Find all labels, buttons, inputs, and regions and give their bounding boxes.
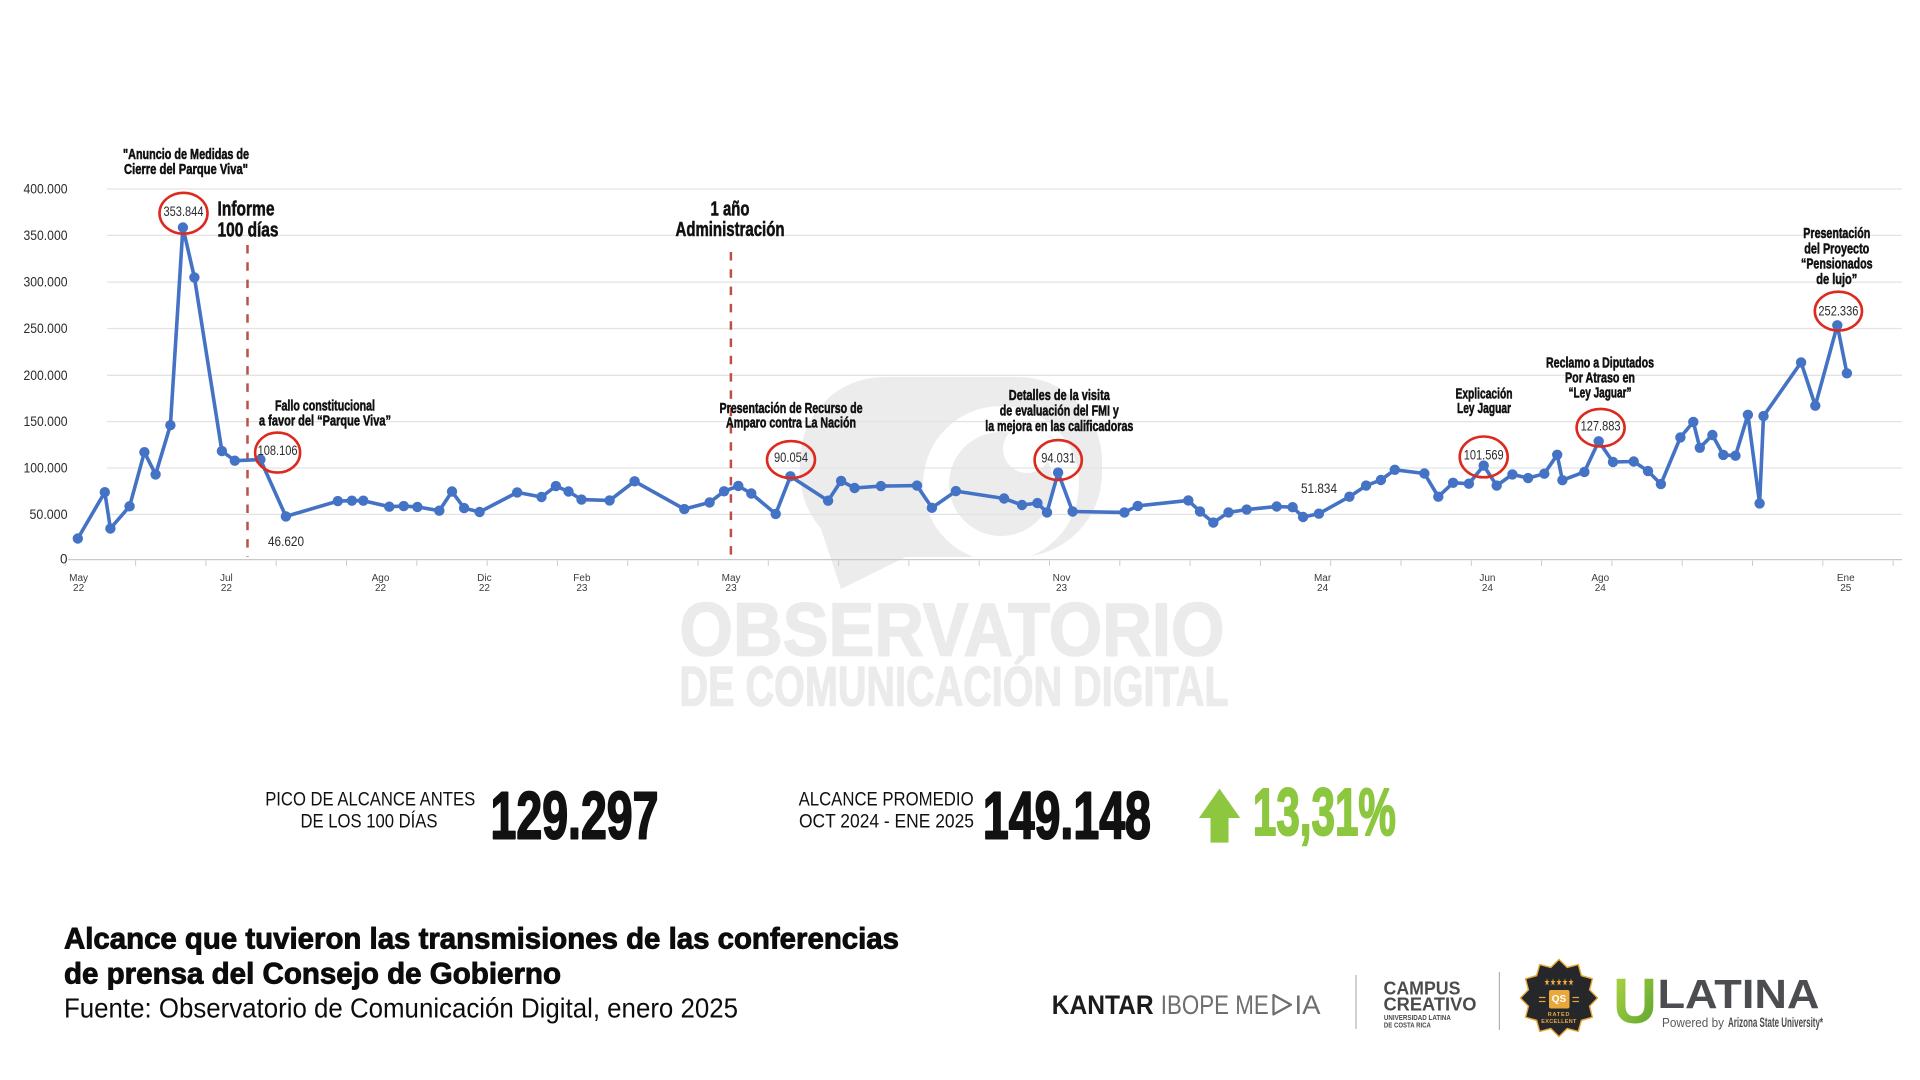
svg-text:Reclamo a Diputados: Reclamo a Diputados bbox=[1546, 355, 1654, 372]
svg-text:Informe: Informe bbox=[218, 199, 275, 221]
svg-text:51.834: 51.834 bbox=[1301, 481, 1337, 496]
svg-text:Administración: Administración bbox=[676, 219, 785, 241]
svg-text:Fuente: Observatorio de Comuni: Fuente: Observatorio de Comunicación Dig… bbox=[64, 993, 738, 1024]
svg-text:90.054: 90.054 bbox=[774, 450, 808, 465]
svg-text:Jun: Jun bbox=[1479, 573, 1495, 584]
svg-text:QS: QS bbox=[1552, 994, 1567, 1005]
svg-text:DE LOS 100 DÍAS: DE LOS 100 DÍAS bbox=[301, 810, 438, 833]
svg-text:Presentación: Presentación bbox=[1803, 225, 1870, 242]
svg-text:KANTAR: KANTAR bbox=[1052, 990, 1154, 1020]
svg-text:129.297: 129.297 bbox=[491, 779, 659, 854]
svg-text:DE COMUNICACIÓN DIGITAL: DE COMUNICACIÓN DIGITAL bbox=[680, 655, 1229, 718]
svg-text:Arizona State University*: Arizona State University* bbox=[1728, 1014, 1823, 1030]
svg-text:127.883: 127.883 bbox=[1581, 419, 1621, 434]
svg-text:del Proyecto: del Proyecto bbox=[1804, 240, 1869, 257]
svg-text:350.000: 350.000 bbox=[24, 228, 68, 243]
svg-text:22: 22 bbox=[375, 583, 387, 594]
svg-text:de lujo”: de lujo” bbox=[1816, 271, 1857, 288]
svg-text:Mar: Mar bbox=[1314, 573, 1332, 584]
svg-text:de evaluación del FMI y: de evaluación del FMI y bbox=[1000, 403, 1119, 420]
svg-text:Detalles de la visita: Detalles de la visita bbox=[1009, 387, 1110, 404]
svg-text:DE COSTA RICA: DE COSTA RICA bbox=[1384, 1020, 1431, 1029]
svg-text:22: 22 bbox=[479, 583, 491, 594]
svg-text:0: 0 bbox=[60, 551, 68, 566]
svg-text:1 año: 1 año bbox=[711, 199, 750, 221]
svg-text:Alcance que tuvieron las trans: Alcance que tuvieron las transmisiones d… bbox=[64, 923, 899, 956]
svg-text:24: 24 bbox=[1317, 583, 1329, 594]
svg-text:13,31%: 13,31% bbox=[1253, 775, 1396, 850]
svg-text:50.000: 50.000 bbox=[30, 507, 68, 522]
svg-text:100.000: 100.000 bbox=[24, 461, 68, 476]
svg-text:a favor del “Parque Viva”: a favor del “Parque Viva” bbox=[259, 413, 391, 430]
svg-text:Feb: Feb bbox=[573, 573, 591, 584]
svg-text:252.336: 252.336 bbox=[1818, 304, 1858, 319]
svg-text:OBSERVATORIO: OBSERVATORIO bbox=[680, 588, 1225, 672]
svg-text:May: May bbox=[69, 573, 88, 584]
svg-text:IA: IA bbox=[1295, 990, 1321, 1020]
svg-text:46.620: 46.620 bbox=[268, 534, 304, 549]
svg-text:RATED: RATED bbox=[1548, 1012, 1571, 1018]
svg-text:Nov: Nov bbox=[1053, 573, 1071, 584]
svg-text:300.000: 300.000 bbox=[24, 275, 68, 290]
svg-text:Presentación de Recurso de: Presentación de Recurso de bbox=[720, 400, 863, 417]
svg-text:Por Atraso en: Por Atraso en bbox=[1565, 370, 1635, 387]
svg-text:Dic: Dic bbox=[477, 573, 491, 584]
svg-text:IBOPE ME: IBOPE ME bbox=[1161, 990, 1269, 1020]
svg-text:EXCELLENT: EXCELLENT bbox=[1541, 1019, 1577, 1025]
svg-text:108.106: 108.106 bbox=[258, 443, 298, 458]
svg-text:Powered by: Powered by bbox=[1662, 1016, 1725, 1030]
svg-text:100 días: 100 días bbox=[218, 220, 279, 242]
svg-text:LATINA: LATINA bbox=[1658, 971, 1820, 1017]
svg-text:200.000: 200.000 bbox=[24, 368, 68, 383]
svg-text:CAMPUS: CAMPUS bbox=[1384, 979, 1461, 999]
svg-text:250.000: 250.000 bbox=[24, 321, 68, 336]
svg-text:101.569: 101.569 bbox=[1464, 448, 1504, 463]
svg-text:★★★★★: ★★★★★ bbox=[1544, 978, 1574, 989]
svg-text:150.000: 150.000 bbox=[24, 414, 68, 429]
svg-text:UNIVERSIDAD LATINA: UNIVERSIDAD LATINA bbox=[1384, 1013, 1451, 1022]
svg-text:353.844: 353.844 bbox=[164, 204, 204, 219]
svg-text:ALCANCE PROMEDIO: ALCANCE PROMEDIO bbox=[799, 788, 974, 810]
svg-text:Ago: Ago bbox=[372, 573, 390, 584]
svg-text:24: 24 bbox=[1595, 583, 1607, 594]
svg-text:"Anuncio de Medidas de: "Anuncio de Medidas de bbox=[123, 146, 249, 163]
svg-text:de prensa del Consejo de Gobie: de prensa del Consejo de Gobierno bbox=[64, 958, 561, 991]
svg-text:94.031: 94.031 bbox=[1041, 451, 1075, 466]
svg-text:23: 23 bbox=[576, 583, 588, 594]
svg-text:Cierre del Parque Viva": Cierre del Parque Viva" bbox=[124, 161, 248, 178]
svg-text:Ago: Ago bbox=[1591, 573, 1609, 584]
svg-text:Amparo contra La Nación: Amparo contra La Nación bbox=[726, 415, 856, 432]
svg-text:“Pensionados: “Pensionados bbox=[1801, 256, 1873, 273]
svg-text:Explicación: Explicación bbox=[1456, 385, 1513, 402]
svg-text:149.148: 149.148 bbox=[983, 779, 1151, 854]
svg-text:23: 23 bbox=[726, 583, 738, 594]
svg-text:Jul: Jul bbox=[220, 573, 233, 584]
svg-text:U: U bbox=[1613, 965, 1657, 1037]
svg-text:24: 24 bbox=[1482, 583, 1494, 594]
svg-text:CREATIVO: CREATIVO bbox=[1384, 995, 1477, 1015]
svg-text:25: 25 bbox=[1840, 583, 1852, 594]
svg-text:Fallo constitucional: Fallo constitucional bbox=[275, 398, 375, 415]
svg-text:PICO DE ALCANCE ANTES: PICO DE ALCANCE ANTES bbox=[265, 788, 475, 810]
svg-text:May: May bbox=[722, 573, 741, 584]
svg-text:23: 23 bbox=[1056, 583, 1068, 594]
svg-text:400.000: 400.000 bbox=[24, 182, 68, 197]
svg-text:OCT 2024 - ENE 2025: OCT 2024 - ENE 2025 bbox=[799, 811, 974, 833]
svg-text:“Ley Jaguar”: “Ley Jaguar” bbox=[1569, 385, 1632, 402]
svg-text:22: 22 bbox=[221, 583, 233, 594]
svg-text:Ley Jaguar: Ley Jaguar bbox=[1457, 400, 1511, 417]
svg-text:22: 22 bbox=[73, 583, 85, 594]
svg-text:Ene: Ene bbox=[1837, 573, 1855, 584]
svg-text:la mejora en las calificadoras: la mejora en las calificadoras bbox=[985, 418, 1133, 435]
